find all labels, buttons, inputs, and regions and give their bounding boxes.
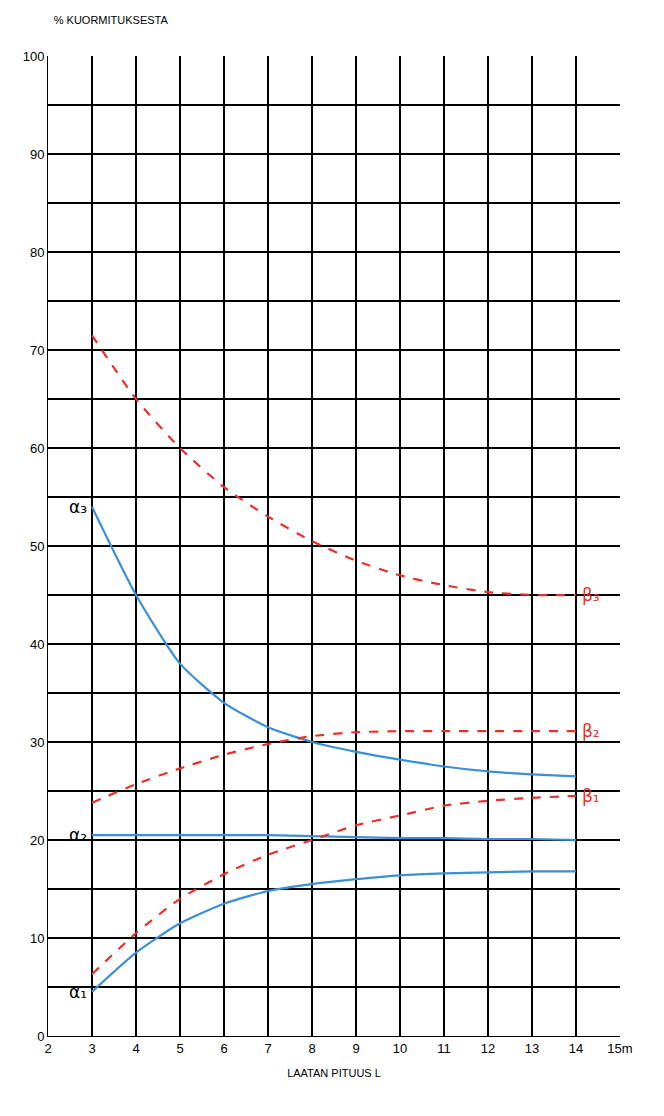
svg-text:β₂: β₂ [582,721,600,741]
svg-text:11: 11 [437,1041,451,1056]
svg-text:8: 8 [308,1041,315,1056]
svg-text:80: 80 [30,245,44,260]
svg-text:10: 10 [30,931,44,946]
svg-text:2: 2 [44,1041,51,1056]
svg-text:20: 20 [30,833,44,848]
svg-text:100: 100 [23,49,45,64]
svg-text:α₃: α₃ [69,497,87,517]
svg-text:60: 60 [30,441,44,456]
svg-text:β₃: β₃ [582,585,600,605]
svg-text:α₁: α₁ [69,982,87,1002]
svg-text:0: 0 [37,1029,44,1044]
svg-text:6: 6 [220,1041,227,1056]
svg-text:90: 90 [30,147,44,162]
svg-text:50: 50 [30,539,44,554]
svg-text:40: 40 [30,637,44,652]
svg-text:9: 9 [352,1041,359,1056]
svg-text:14: 14 [569,1041,583,1056]
svg-text:3: 3 [88,1041,95,1056]
svg-text:12: 12 [481,1041,495,1056]
svg-text:7: 7 [264,1041,271,1056]
svg-text:70: 70 [30,343,44,358]
svg-text:LAATAN PITUUS L: LAATAN PITUUS L [287,1067,381,1079]
svg-text:4: 4 [132,1041,139,1056]
svg-text:30: 30 [30,735,44,750]
svg-text:α₂: α₂ [69,825,87,845]
svg-text:% KUORMITUKSESTA: % KUORMITUKSESTA [54,14,169,26]
svg-text:10: 10 [393,1041,407,1056]
svg-text:5: 5 [176,1041,183,1056]
svg-text:β₁: β₁ [582,786,600,806]
svg-text:15m: 15m [607,1041,632,1056]
svg-text:13: 13 [525,1041,539,1056]
